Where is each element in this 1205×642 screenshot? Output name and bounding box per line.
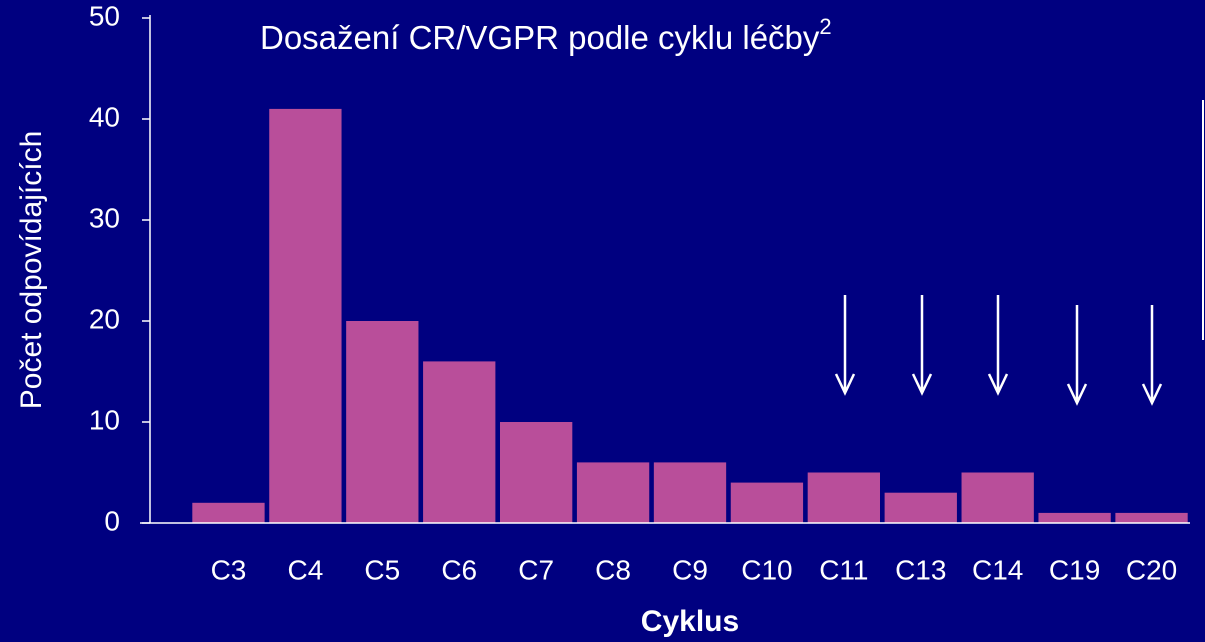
x-tick-label: C14: [972, 554, 1023, 585]
arrow: [1066, 305, 1088, 406]
x-tick-label: C10: [741, 554, 792, 585]
y-tick-label: 30: [89, 202, 120, 233]
bar: [807, 472, 880, 523]
title-main: Dosažení CR/VGPR podle cyklu léčby: [260, 19, 820, 56]
x-tick-label: C3: [211, 554, 247, 585]
x-tick-label: C5: [364, 554, 400, 585]
bar: [884, 492, 957, 523]
bar: [1038, 512, 1111, 523]
x-tick-label: C8: [595, 554, 631, 585]
arrow: [987, 295, 1009, 396]
x-tick-label: C7: [518, 554, 554, 585]
bar: [1115, 512, 1188, 523]
bar: [192, 502, 265, 523]
bar: [730, 482, 804, 523]
chart-title: Dosažení CR/VGPR podle cyklu léčby2: [260, 14, 832, 56]
x-tick-label: C13: [895, 554, 946, 585]
arrow: [911, 295, 933, 396]
y-tick-label: 10: [89, 404, 120, 435]
arrows: [834, 295, 1163, 406]
bar: [653, 462, 727, 523]
x-tick-label: C20: [1126, 554, 1177, 585]
y-tick-label: 20: [89, 303, 120, 334]
y-axis-label: Počet odpovídajících: [15, 131, 48, 410]
bar: [269, 108, 342, 524]
x-tick-label: C9: [672, 554, 708, 585]
x-axis-label: Cyklus: [641, 605, 739, 638]
bar: [576, 462, 650, 523]
x-tick-label: C4: [287, 554, 323, 585]
y-tick-label: 40: [89, 101, 120, 132]
arrow: [1141, 305, 1163, 406]
bar: [961, 472, 1034, 523]
x-tick-label: C19: [1049, 554, 1100, 585]
y-tick-label: 50: [89, 0, 120, 31]
y-tick-label: 0: [104, 505, 120, 536]
arrow: [834, 295, 856, 396]
bar: [500, 422, 573, 523]
bar: [346, 321, 419, 523]
bar: [423, 361, 496, 523]
title-superscript: 2: [819, 14, 831, 39]
x-tick-label: C11: [819, 554, 868, 585]
x-tick-label: C6: [441, 554, 477, 585]
